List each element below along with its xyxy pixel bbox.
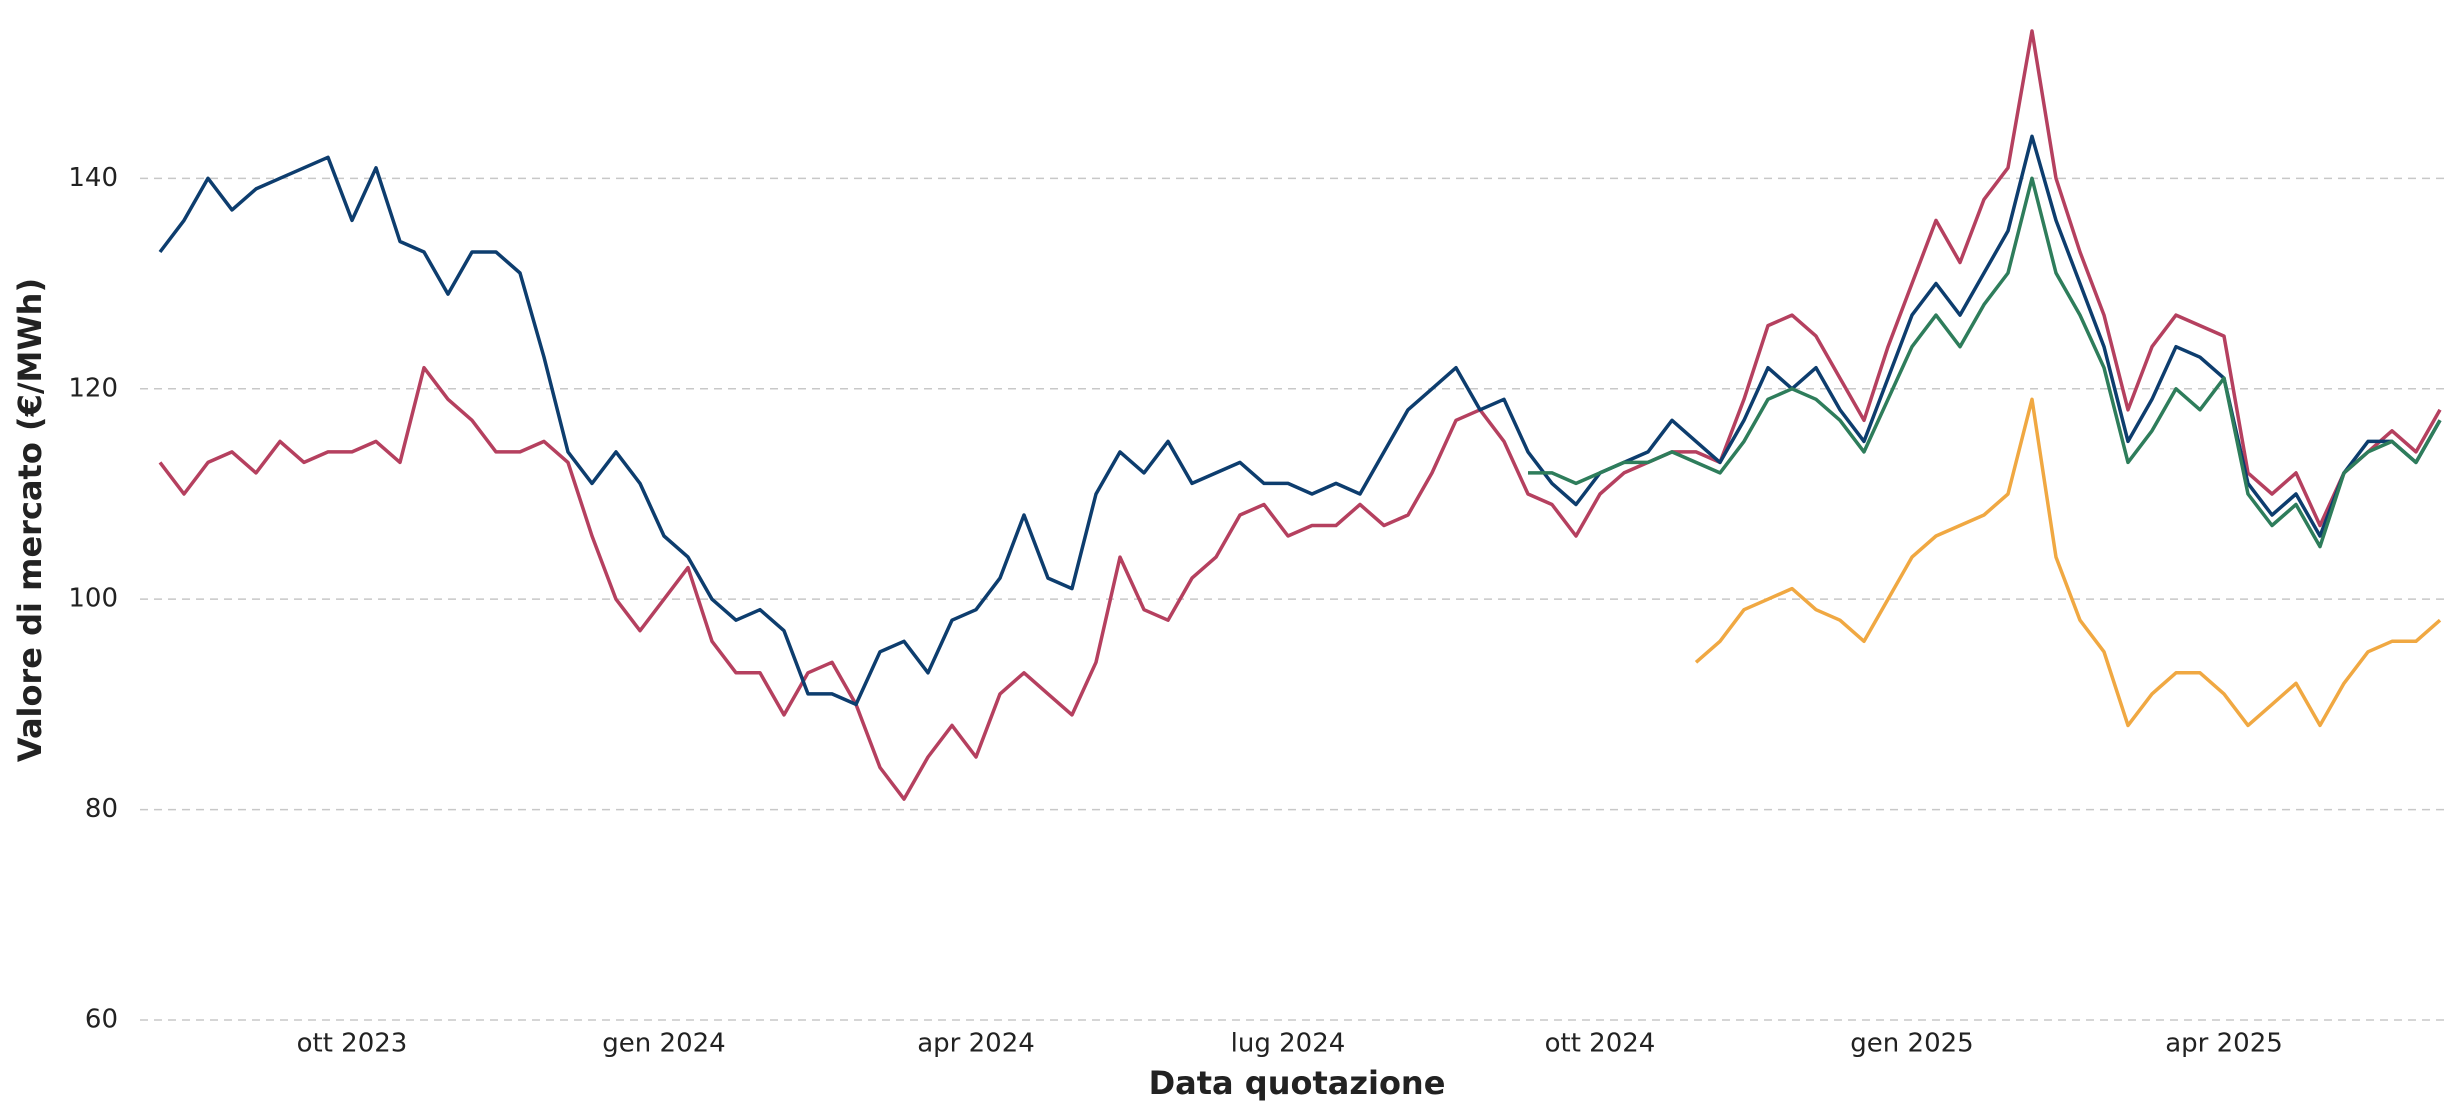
x-tick-label: apr 2024 <box>917 1029 1035 1059</box>
x-tick-label: gen 2025 <box>1850 1029 1973 1059</box>
x-tick-label: ott 2024 <box>1545 1029 1656 1059</box>
y-tick-label: 60 <box>85 1005 118 1035</box>
y-axis-title: Valore di mercato (€/MWh) <box>11 278 49 762</box>
x-tick-label: ott 2023 <box>297 1029 408 1059</box>
x-axis-title: Data quotazione <box>1149 1064 1446 1102</box>
series-line <box>1528 176 2442 549</box>
series-line <box>158 29 2442 801</box>
y-tick-label: 80 <box>85 794 118 824</box>
series-line <box>1694 397 2442 728</box>
series-line <box>158 134 2442 707</box>
x-tick-label: apr 2025 <box>2165 1029 2283 1059</box>
x-tick-label: gen 2024 <box>602 1029 725 1059</box>
y-tick-label: 100 <box>68 584 118 614</box>
y-tick-label: 140 <box>68 163 118 193</box>
x-tick-label: lug 2024 <box>1231 1029 1346 1059</box>
y-tick-label: 120 <box>68 373 118 403</box>
